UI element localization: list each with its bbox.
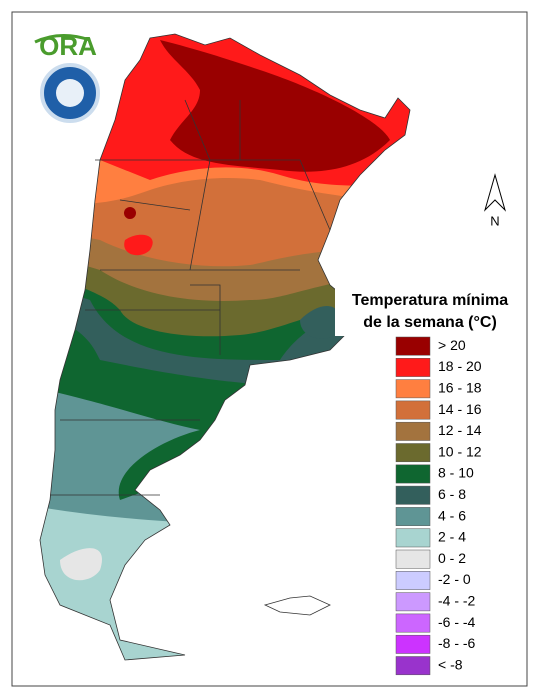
malvinas <box>263 595 331 616</box>
legend-label: -8 - -6 <box>438 635 476 651</box>
logo-text: ORA <box>39 31 97 61</box>
legend-swatch <box>395 507 431 526</box>
legend-swatch <box>395 421 431 441</box>
legend-label: 12 - 14 <box>438 422 482 438</box>
north-label: N <box>490 213 499 228</box>
legend-label: 4 - 6 <box>438 507 466 523</box>
legend-swatch <box>395 634 431 654</box>
legend-swatch <box>395 379 431 399</box>
legend-swatch <box>395 656 431 676</box>
legend-swatch <box>395 549 431 569</box>
legend-swatch <box>395 443 431 463</box>
legend-label: 10 - 12 <box>438 443 482 459</box>
legend-label: 2 - 4 <box>438 529 466 545</box>
logo-swoosh <box>34 34 91 44</box>
legend-label: 8 - 10 <box>438 465 474 481</box>
legend-title: de la semana (°C) <box>363 314 497 331</box>
legend-label: 0 - 2 <box>438 550 466 566</box>
legend-swatch <box>395 336 431 356</box>
province-borders <box>39 33 411 661</box>
legend-label: 16 - 18 <box>438 379 482 395</box>
legend-label: 18 - 20 <box>438 358 482 374</box>
north-arrow <box>483 173 507 212</box>
legend-label: -4 - -2 <box>438 592 476 608</box>
smn-logo-inner <box>56 79 84 107</box>
legend-swatch <box>395 485 431 505</box>
legend-swatch <box>395 571 431 590</box>
legend-swatch <box>395 528 431 548</box>
legend: > 20 18 - 20 16 - 18 14 - 16 12 - 14 10 - 12 8… <box>395 336 482 676</box>
legend-label: -6 - -4 <box>438 614 476 630</box>
legend-label: 6 - 8 <box>438 486 466 502</box>
legend-swatch <box>395 400 431 420</box>
legend-title: Temperatura mínima <box>352 292 508 309</box>
legend-label: -2 - 0 <box>438 571 471 587</box>
legend-label: > 20 <box>438 337 466 353</box>
legend-swatch <box>395 464 431 484</box>
legend-swatch <box>395 592 431 612</box>
legend-title-bg <box>335 288 525 336</box>
legend-swatch <box>395 613 431 633</box>
legend-label: 14 - 16 <box>438 401 482 417</box>
legend-label: < -8 <box>438 656 463 672</box>
legend-swatch <box>395 358 431 377</box>
